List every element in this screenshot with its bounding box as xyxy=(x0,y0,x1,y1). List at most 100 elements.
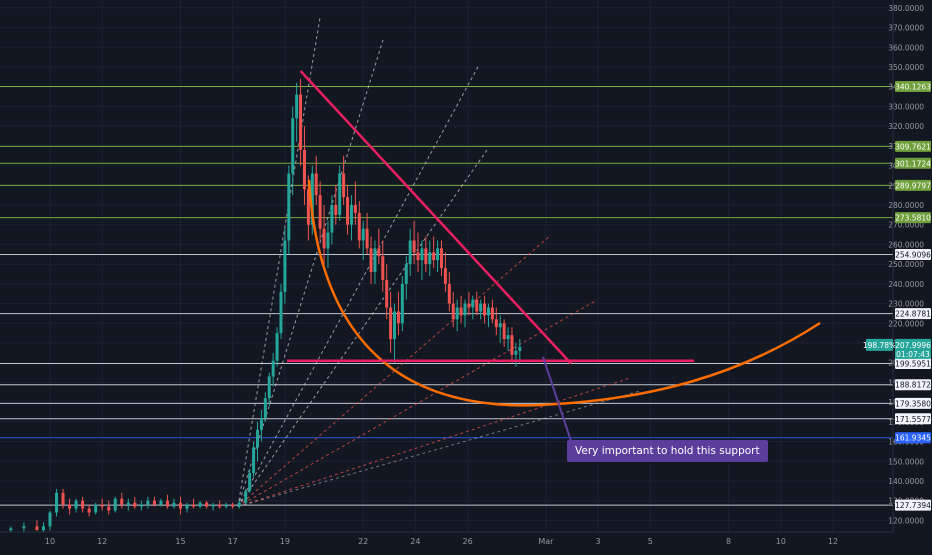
candle-body xyxy=(68,504,72,509)
candle-body xyxy=(494,319,498,328)
candle-body xyxy=(389,307,393,340)
current-price-label: 207.9996 xyxy=(895,341,931,350)
candle-body xyxy=(361,228,365,241)
annotation-connector xyxy=(542,356,572,442)
level-label: 171.5577 xyxy=(895,415,931,424)
candle-body xyxy=(353,205,357,213)
time-tick-label: 15 xyxy=(175,537,185,546)
candle-body xyxy=(342,173,346,198)
candle-body xyxy=(252,447,256,474)
level-label-bg xyxy=(895,157,931,169)
price-tick-label: 150.0000 xyxy=(888,457,924,466)
candle-body xyxy=(81,500,85,509)
candle-body xyxy=(349,205,353,225)
candle-body xyxy=(113,498,117,511)
candle-body xyxy=(271,360,275,377)
price-change-badge: 198.78% xyxy=(863,341,896,350)
candle-body xyxy=(326,232,330,249)
candle-body xyxy=(244,490,248,503)
candle-body xyxy=(506,335,510,340)
candle-body xyxy=(385,279,389,308)
time-tick-label: 17 xyxy=(228,537,238,546)
candle-body xyxy=(396,311,400,324)
candle-body xyxy=(369,248,373,273)
candle-body xyxy=(120,498,124,505)
candle-body xyxy=(279,291,283,334)
candle-body xyxy=(428,252,432,265)
candle-body xyxy=(404,264,408,284)
candle-body xyxy=(185,504,189,509)
candle-body xyxy=(467,303,471,308)
price-tick-label: 230.0000 xyxy=(888,300,924,309)
time-tick-label: Mar xyxy=(538,537,554,546)
level-label: 301.1724 xyxy=(895,159,931,168)
candle-body xyxy=(263,398,267,418)
candle-body xyxy=(152,500,156,505)
level-label-bg xyxy=(895,179,931,191)
level-label: 289.9797 xyxy=(895,181,931,190)
time-tick-label: 12 xyxy=(828,537,838,546)
candle-body xyxy=(365,228,369,249)
price-tick-label: 220.0000 xyxy=(888,319,924,328)
level-label-bg xyxy=(895,308,931,320)
level-label-bg xyxy=(895,358,931,370)
candle-body xyxy=(502,323,506,340)
price-tick-label: 380.0000 xyxy=(888,4,924,13)
fan-lines xyxy=(237,17,641,508)
candle-body xyxy=(463,303,467,316)
candles xyxy=(9,78,522,539)
price-tick-label: 320.0000 xyxy=(888,122,924,131)
time-tick-label: 10 xyxy=(776,537,786,546)
level-label: 340.1263 xyxy=(895,82,931,91)
candle-body xyxy=(459,307,463,316)
candle-body xyxy=(381,256,385,280)
candle-body xyxy=(107,506,111,511)
candle-body xyxy=(447,283,451,304)
candle-body xyxy=(9,528,13,531)
fan-line xyxy=(237,390,641,508)
candle-body xyxy=(432,252,436,261)
level-label: 161.9345 xyxy=(895,434,931,443)
candle-body xyxy=(48,512,52,527)
candle-body xyxy=(471,299,475,308)
candle-body xyxy=(518,346,522,351)
countdown-label: 01:07:43 xyxy=(896,350,930,359)
candle-body xyxy=(231,504,235,507)
candle-body xyxy=(346,197,350,225)
price-tick-label: 270.0000 xyxy=(888,221,924,230)
candle-body xyxy=(424,248,428,265)
candle-body xyxy=(248,473,252,491)
candle-body xyxy=(510,335,514,355)
candle-body xyxy=(22,526,26,529)
annotation-callout[interactable]: Very important to hold this support xyxy=(567,440,768,462)
candle-body xyxy=(440,248,443,269)
candle-body xyxy=(172,502,176,507)
candle-body xyxy=(486,307,490,316)
candle-body xyxy=(205,502,209,507)
candle-body xyxy=(310,173,314,225)
level-label-bg xyxy=(895,212,931,224)
candle-body xyxy=(159,500,163,505)
candle-body xyxy=(338,173,342,215)
candle-body xyxy=(198,502,202,507)
candle-body xyxy=(291,118,295,174)
price-tick-label: 360.0000 xyxy=(888,43,924,52)
candle-body xyxy=(100,504,104,507)
candle-body xyxy=(443,268,447,284)
fan-line xyxy=(237,149,488,507)
candle-body xyxy=(330,205,334,233)
price-tick-label: 350.0000 xyxy=(888,63,924,72)
candle-body xyxy=(179,502,182,509)
candle-body xyxy=(133,502,137,507)
time-tick-label: 3 xyxy=(596,537,601,546)
candle-body xyxy=(259,417,263,430)
level-label-bg xyxy=(895,397,931,409)
candle-body xyxy=(255,429,259,448)
level-label-bg xyxy=(895,413,931,425)
candle-body xyxy=(126,502,130,505)
candle-body xyxy=(218,504,222,507)
candle-body xyxy=(514,350,518,355)
